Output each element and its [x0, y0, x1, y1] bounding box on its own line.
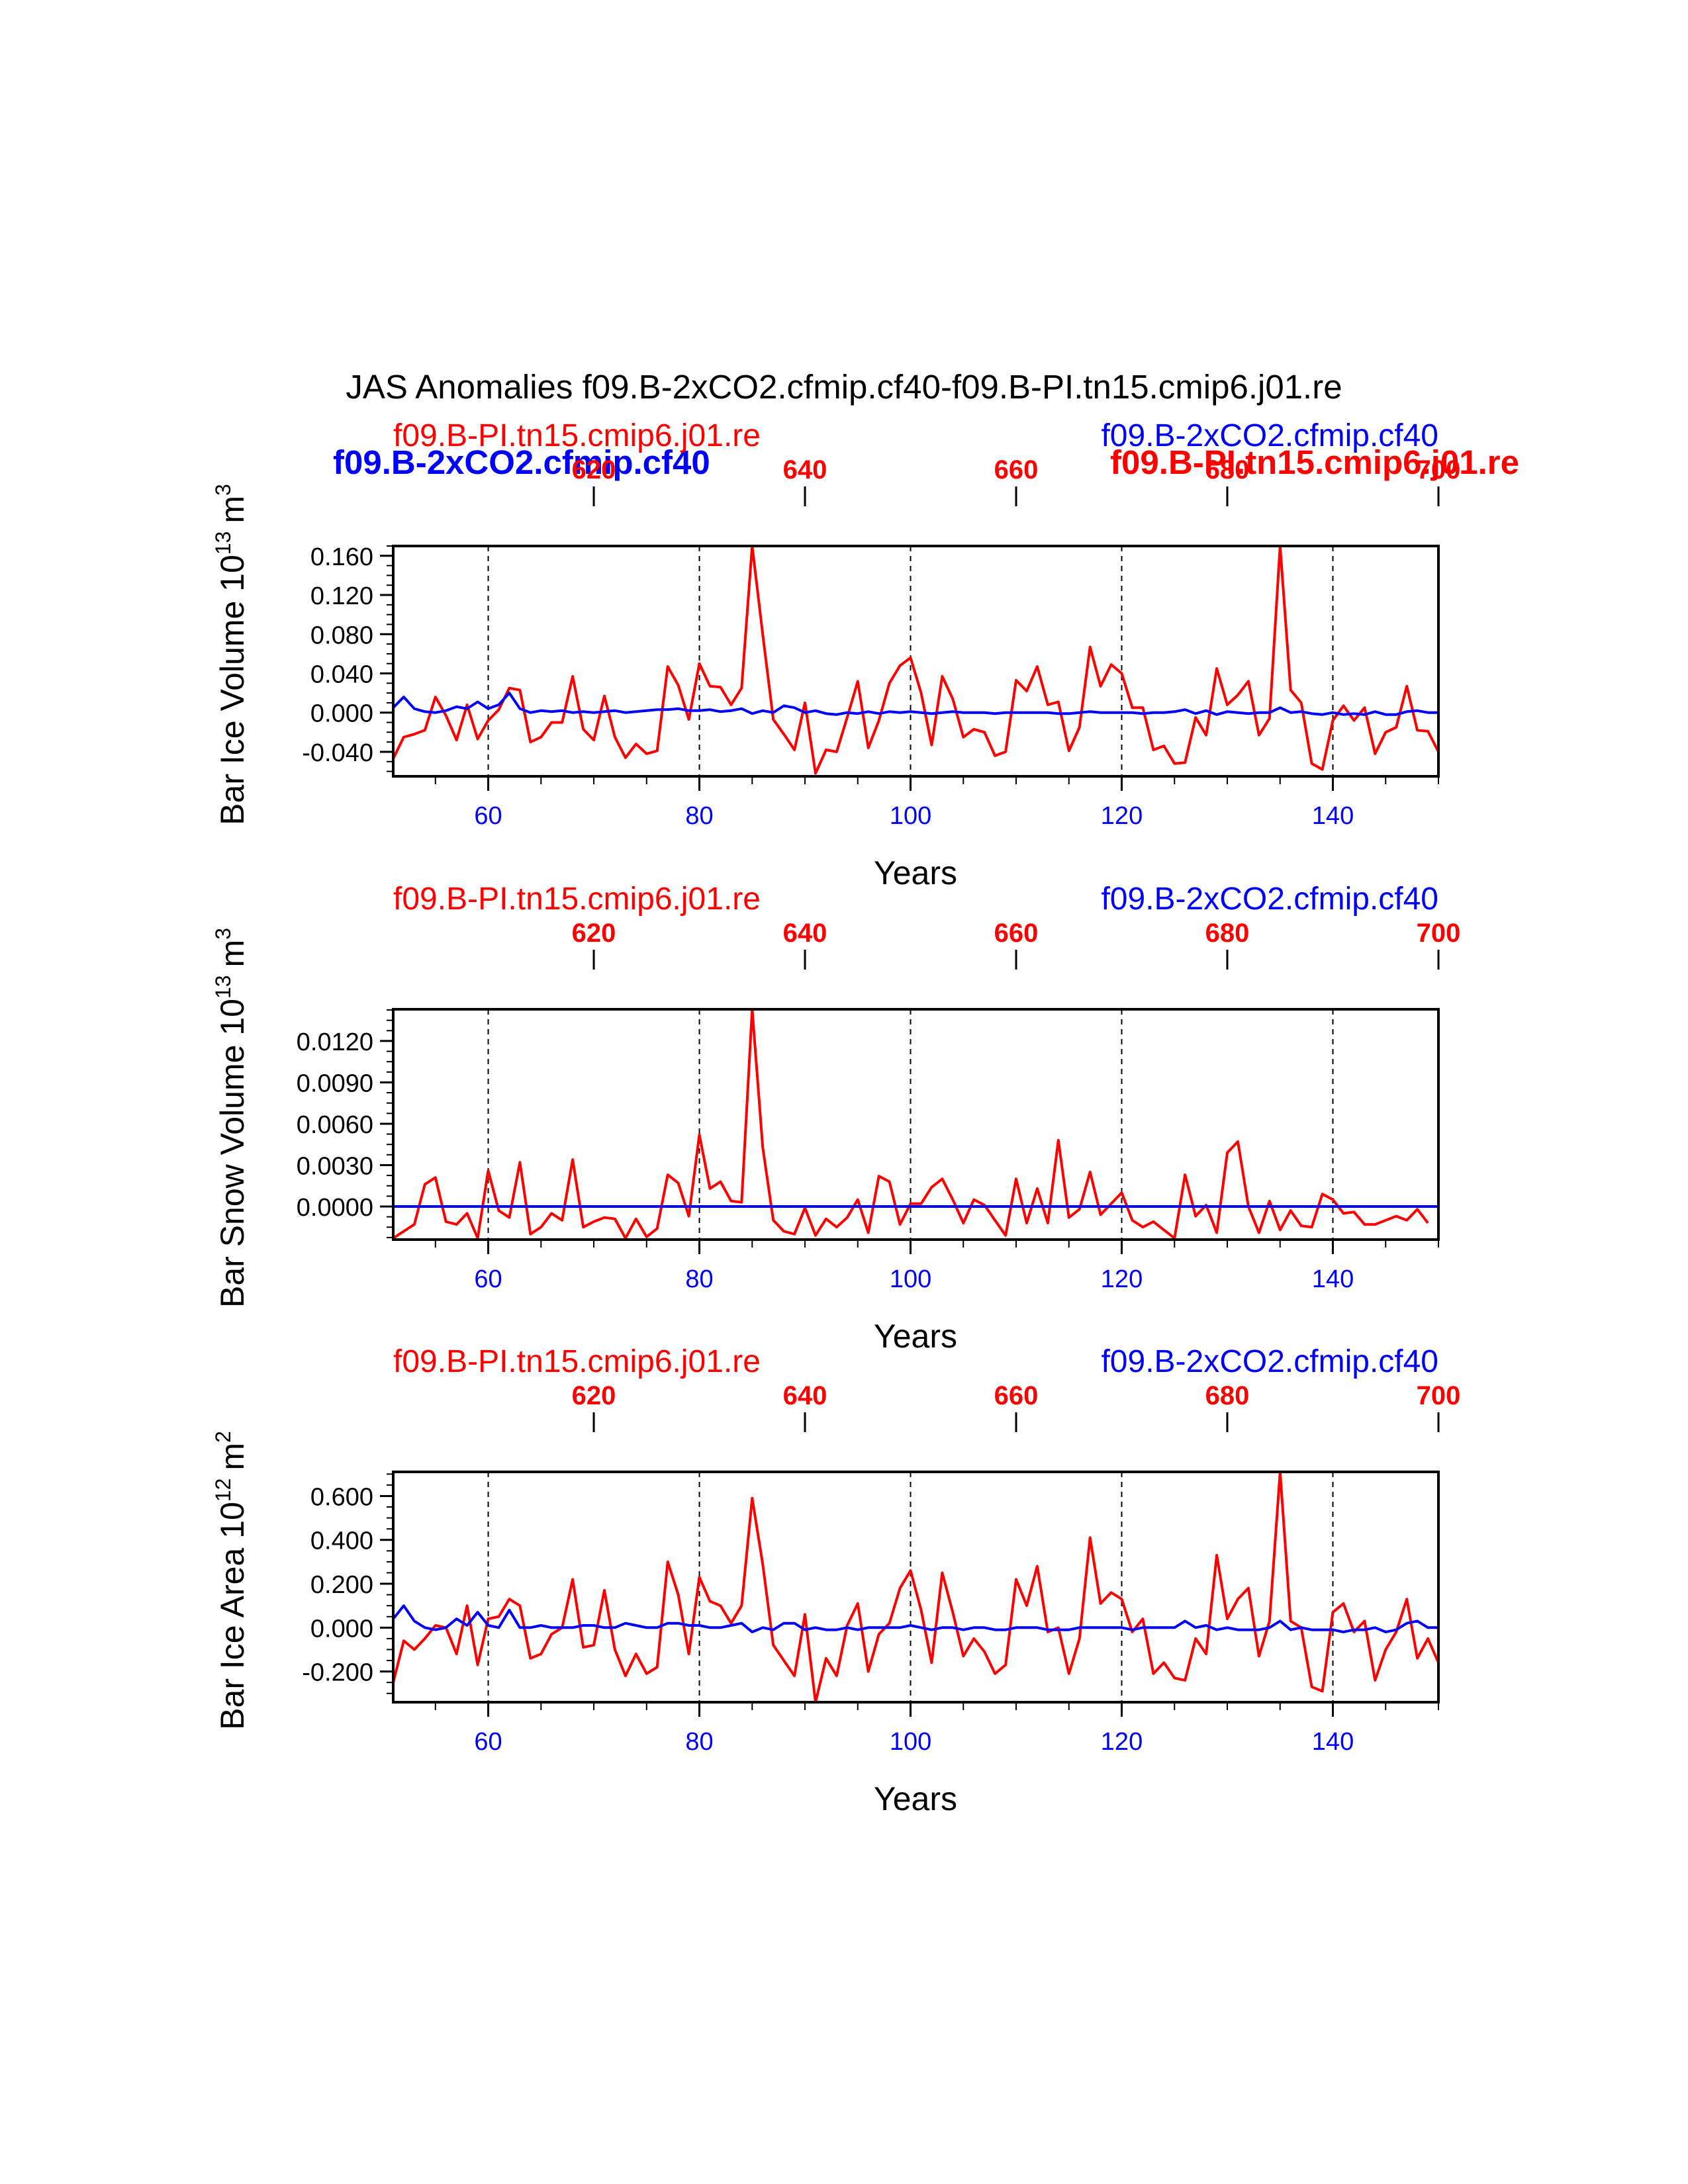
panel-label-co2: f09.B-2xCO2.cfmip.cf40 [1101, 418, 1438, 453]
top-tick-label: 680 [1205, 455, 1250, 484]
y-tick-label: 0.0090 [297, 1069, 373, 1097]
y-tick-label: -0.200 [302, 1659, 373, 1687]
top-tick-label: 660 [994, 919, 1039, 948]
y-tick-label: 0.000 [310, 700, 373, 728]
y-axis-title-exponent: 13 [211, 531, 235, 555]
panels: -0.040 0.000 0.040 0.080 0.120 0.160 60 80 100 12… [211, 418, 1460, 1817]
x-tick-label: 80 [685, 1728, 713, 1756]
top-tick-label: 700 [1417, 919, 1461, 948]
y-axis-title-unit-exponent: 3 [211, 484, 235, 496]
x-tick-label: 100 [890, 1265, 931, 1293]
x-tick-label: 100 [890, 802, 931, 830]
y-axis-title-exponent: 12 [211, 1479, 235, 1502]
panel-3: -0.200 0.000 0.200 0.400 0.600 60 80 100 120 140 6… [211, 1344, 1460, 1817]
series-line-co2 [392, 692, 1438, 716]
y-axis-title-unit-exponent: 3 [211, 928, 235, 940]
y-tick-label: 0.0120 [297, 1028, 373, 1056]
top-tick-label: 700 [1417, 1381, 1461, 1410]
y-tick-label: 0.200 [310, 1571, 373, 1599]
x-tick-label: 140 [1312, 1728, 1354, 1756]
x-tick-label: 120 [1101, 1728, 1143, 1756]
top-tick-label: 640 [783, 455, 827, 484]
y-tick-label: -0.040 [302, 739, 373, 767]
x-tick-label: 60 [474, 1265, 502, 1293]
y-axis-title: Bar Ice Area 1012 m2 [211, 1431, 251, 1730]
panel-label-pi: f09.B-PI.tn15.cmip6.j01.re [393, 418, 761, 453]
x-tick-label: 100 [890, 1728, 931, 1756]
y-axis-title-unit-exponent: 2 [211, 1431, 235, 1443]
figure-title: JAS Anomalies f09.B-2xCO2.cfmip.cf40-f09… [346, 368, 1342, 406]
x-axis-title: Years [874, 1318, 957, 1355]
overlay-co2-label: f09.B-2xCO2.cfmip.cf40 [333, 443, 710, 481]
y-tick-label: 0.040 [310, 661, 373, 689]
x-tick-label: 140 [1312, 1265, 1354, 1293]
top-tick-label: 620 [572, 1381, 616, 1410]
top-tick-label: 620 [572, 919, 616, 948]
x-tick-label: 80 [685, 1265, 713, 1293]
panel-label-co2: f09.B-2xCO2.cfmip.cf40 [1101, 882, 1438, 917]
y-tick-label: 0.0000 [297, 1194, 373, 1222]
top-tick-label: 680 [1205, 1381, 1250, 1410]
x-tick-label: 60 [474, 802, 502, 830]
y-tick-label: 0.080 [310, 621, 373, 649]
y-tick-label: 0.600 [310, 1483, 373, 1511]
panel-2: 0.0000 0.0030 0.0060 0.0090 0.0120 60 80 100 120… [211, 882, 1460, 1355]
top-tick-label: 620 [572, 455, 616, 484]
top-tick-label: 700 [1417, 455, 1461, 484]
y-axis-title-base: Bar Ice Area 10 [214, 1502, 251, 1730]
y-axis-title: Bar Snow Volume 1013 m3 [211, 928, 251, 1308]
y-axis-title: Bar Ice Volume 1013 m3 [211, 484, 251, 825]
y-axis-title-unit: m [214, 940, 251, 968]
top-tick-label: 660 [994, 1381, 1039, 1410]
overlay-pi-label: f09.B-PI.tn15.cmip6.j01.re [1110, 443, 1519, 481]
y-axis-title-base: Bar Snow Volume 10 [214, 999, 251, 1308]
series-line-pi [392, 545, 1440, 775]
series-line-pi [392, 1008, 1429, 1240]
y-tick-label: 0.000 [310, 1615, 373, 1643]
y-tick-label: 0.120 [310, 582, 373, 610]
y-axis-title-base: Bar Ice Volume 10 [214, 555, 251, 825]
x-tick-label: 120 [1101, 1265, 1143, 1293]
x-tick-label: 80 [685, 802, 713, 830]
y-axis-title-unit: m [214, 496, 251, 523]
y-axis-title-unit: m [214, 1443, 251, 1471]
series-line-co2 [392, 1604, 1438, 1633]
y-axis-title-exponent: 13 [211, 975, 235, 999]
panel-label-pi: f09.B-PI.tn15.cmip6.j01.re [393, 1344, 761, 1379]
x-tick-label: 60 [474, 1728, 502, 1756]
plot-frame [392, 1471, 1440, 1704]
x-axis-title: Years [874, 1780, 957, 1817]
panel-label-co2: f09.B-2xCO2.cfmip.cf40 [1101, 1344, 1438, 1379]
top-tick-label: 640 [783, 1381, 827, 1410]
panel-label-pi: f09.B-PI.tn15.cmip6.j01.re [393, 882, 761, 917]
x-tick-label: 140 [1312, 802, 1354, 830]
y-tick-label: 0.160 [310, 543, 373, 571]
y-tick-label: 0.400 [310, 1527, 373, 1555]
top-tick-label: 640 [783, 919, 827, 948]
top-tick-label: 680 [1205, 919, 1250, 948]
top-tick-label: 660 [994, 455, 1039, 484]
x-tick-label: 120 [1101, 802, 1143, 830]
x-axis-title: Years [874, 854, 957, 891]
y-tick-label: 0.0060 [297, 1111, 373, 1139]
series-line-pi [392, 1471, 1440, 1704]
plot-frame [392, 545, 1440, 778]
y-tick-label: 0.0030 [297, 1152, 373, 1180]
panel-1: -0.040 0.000 0.040 0.080 0.120 0.160 60 80 100 12… [211, 418, 1460, 891]
